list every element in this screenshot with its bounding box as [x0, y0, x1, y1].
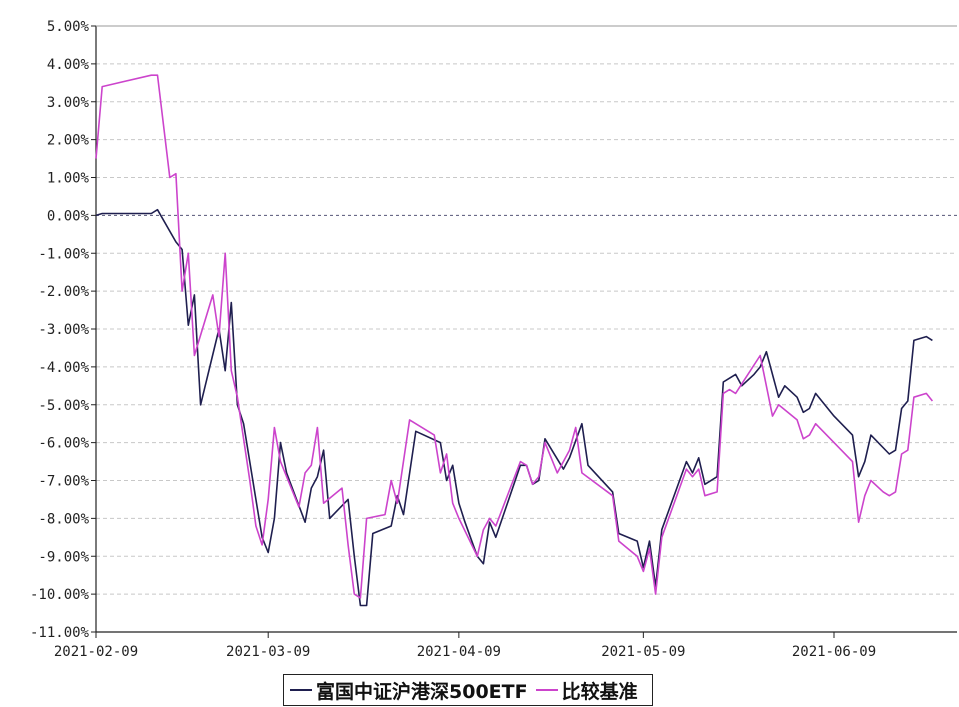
legend-label-fund: 富国中证沪港深500ETF [316, 680, 528, 703]
y-tick-label: 2.00% [47, 133, 90, 149]
x-tick-label: 2021-02-09 [54, 644, 138, 660]
y-tick-label: 4.00% [47, 57, 90, 73]
series-lines [95, 74, 934, 607]
y-tick-label: 1.00% [47, 171, 90, 187]
y-tick-label: 3.00% [47, 95, 90, 111]
y-axis-ticks: 5.00% 4.00% 3.00% 2.00% 1.00% 0.00% -1.00% -2.0… [30, 19, 96, 641]
series-line-benchmark [95, 74, 934, 599]
y-tick-label: -8.00% [38, 511, 89, 527]
x-tick-label: 2021-06-09 [792, 644, 876, 660]
y-tick-label: -1.00% [38, 246, 89, 262]
y-tick-label: 5.00% [47, 19, 90, 35]
grid-lines [96, 63, 957, 595]
x-tick-label: 2021-05-09 [601, 644, 685, 660]
legend-label-benchmark: 比较基准 [561, 680, 638, 703]
y-tick-label: -6.00% [38, 436, 89, 452]
y-tick-label: 0.00% [47, 208, 90, 224]
legend-item-fund: 富国中证沪港深500ETF [290, 677, 528, 704]
x-tick-label: 2021-03-09 [226, 644, 310, 660]
y-tick-label: -11.00% [30, 625, 90, 641]
legend-swatch-fund [290, 689, 312, 691]
legend-item-benchmark: 比较基准 [535, 677, 638, 704]
y-tick-label: -5.00% [38, 398, 89, 414]
y-tick-label: -7.00% [38, 474, 89, 490]
legend: 富国中证沪港深500ETF 比较基准 [283, 674, 653, 706]
y-tick-label: -9.00% [38, 549, 89, 565]
y-tick-label: -2.00% [38, 284, 89, 300]
y-tick-label: -3.00% [38, 322, 89, 338]
legend-swatch-benchmark [535, 689, 558, 691]
y-tick-label: -10.00% [30, 587, 90, 603]
x-tick-label: 2021-04-09 [417, 644, 501, 660]
x-axis-ticks: 2021-02-09 2021-03-09 2021-04-09 2021-05-09… [54, 632, 876, 660]
y-tick-label: -4.00% [38, 360, 89, 376]
